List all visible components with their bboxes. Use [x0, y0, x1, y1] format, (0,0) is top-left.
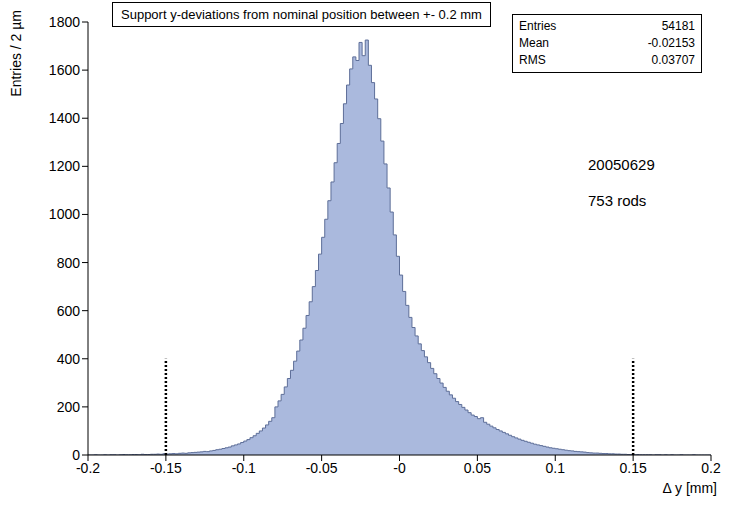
svg-text:0.2: 0.2 — [701, 460, 721, 476]
svg-text:-0.2: -0.2 — [75, 459, 101, 476]
svg-text:400: 400 — [57, 351, 81, 367]
html-text:Mean: Mean — [519, 36, 549, 50]
html-text:54181: 54181 — [661, 19, 695, 33]
html-text:Entries / 2 µm: Entries / 2 µm — [8, 10, 24, 97]
svg-text:1800: 1800 — [49, 14, 80, 30]
html-text:Support y-deviations from nomi: Support y-deviations from nominal positi… — [121, 7, 482, 22]
html-text:0.03707: 0.03707 — [651, 53, 695, 67]
svg-text:1000: 1000 — [49, 206, 80, 222]
svg-text:0: 0 — [72, 447, 80, 463]
svg-text:0.1: 0.1 — [546, 460, 566, 476]
svg-text:600: 600 — [57, 303, 81, 319]
svg-text:1400: 1400 — [49, 110, 80, 126]
svg-text:200: 200 — [57, 399, 81, 415]
svg-text:-0.05: -0.05 — [306, 460, 338, 476]
svg-text:-0: -0 — [393, 460, 406, 476]
html-text:Entries: Entries — [519, 19, 557, 33]
html-text:20050629: 20050629 — [588, 156, 655, 173]
svg-text:1200: 1200 — [49, 158, 80, 174]
svg-text:-0.15: -0.15 — [150, 460, 182, 476]
html-text:753 rods: 753 rods — [588, 192, 647, 209]
svg-text:800: 800 — [57, 255, 81, 271]
svg-text:1600: 1600 — [49, 62, 80, 78]
svg-text:0.05: 0.05 — [464, 460, 491, 476]
svg-text:-0.1: -0.1 — [232, 460, 256, 476]
html-text:Δ y [mm]: Δ y [mm] — [662, 480, 717, 496]
html-text:-0.02153: -0.02153 — [647, 36, 695, 50]
html-text:RMS: RMS — [519, 53, 546, 67]
svg-text:0.15: 0.15 — [620, 460, 647, 476]
